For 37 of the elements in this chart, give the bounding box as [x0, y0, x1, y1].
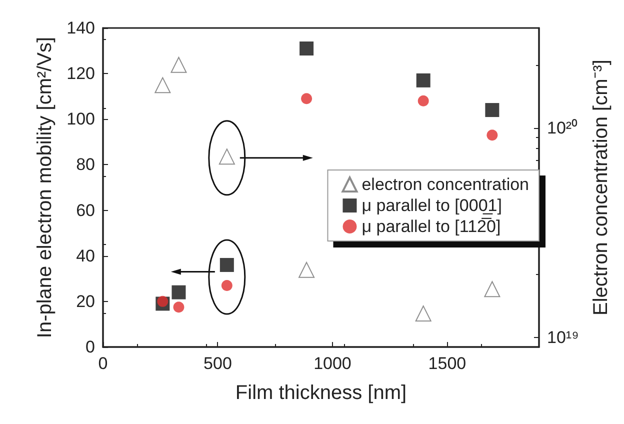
- legend-label: μ parallel to [000̲1]: [362, 196, 502, 215]
- point: [157, 296, 168, 307]
- point: [415, 306, 432, 322]
- point: [173, 302, 184, 313]
- point: [484, 281, 500, 298]
- point: [416, 73, 430, 88]
- y-tick-label: 100: [66, 110, 95, 129]
- x-axis-title: Film thickness [nm]: [235, 382, 407, 404]
- x-tick-label: 0: [98, 354, 108, 373]
- y-tick-label: 20: [76, 292, 95, 311]
- y-tick-label: 120: [66, 64, 95, 84]
- x-tick-label: 500: [204, 354, 232, 373]
- point: [301, 93, 312, 104]
- y2-tick-label: 10¹⁹: [547, 328, 579, 347]
- x-tick-label: 1500: [428, 354, 466, 373]
- point: [221, 280, 232, 291]
- point: [418, 95, 429, 106]
- point: [486, 130, 498, 141]
- point: [218, 148, 235, 165]
- y-tick-label: 80: [76, 155, 95, 174]
- point: [172, 285, 186, 300]
- point: [300, 42, 314, 56]
- legend-label: electron concentration: [362, 175, 530, 194]
- legend-label: μ parallel to [112̅0]: [362, 217, 501, 236]
- y-axis-title: In-plane electron mobility [cm²/Vs]: [34, 36, 56, 338]
- point: [154, 77, 171, 94]
- point: [220, 258, 234, 272]
- y-tick-label: 40: [76, 246, 95, 266]
- point: [170, 56, 187, 73]
- y-tick-label: 140: [66, 18, 95, 38]
- point: [485, 103, 500, 118]
- y2-axis-title: Electron concentration [cm⁻³]: [590, 60, 612, 316]
- y2-tick-label: 10²⁰: [547, 118, 578, 138]
- y-tick-label: 0: [86, 338, 95, 356]
- y-tick-label: 60: [76, 200, 95, 220]
- point: [298, 262, 315, 278]
- x-tick-label: 1000: [314, 354, 352, 373]
